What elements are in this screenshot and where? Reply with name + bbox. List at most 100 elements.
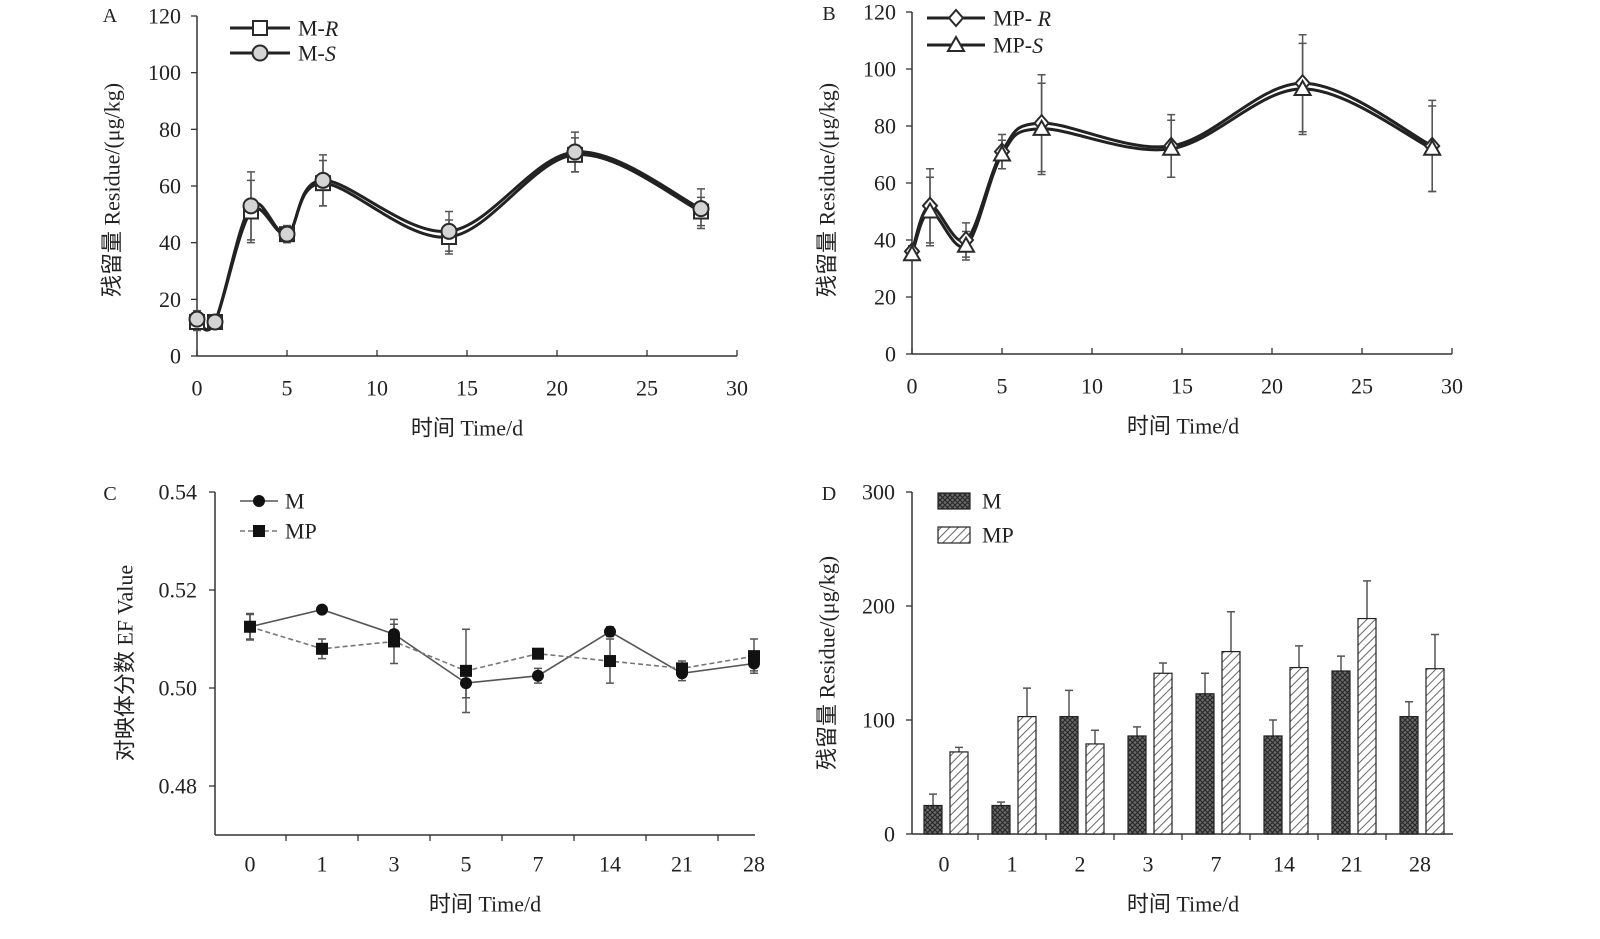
point-mp-s-6	[1292, 78, 1313, 96]
legend: MP- RMP-S	[927, 6, 1052, 58]
x-tick-label: 5	[997, 374, 1008, 399]
error-bars	[929, 580, 1439, 806]
point-mp-s-4	[1031, 118, 1052, 136]
point-mp-s-2	[956, 235, 976, 253]
error-bar-m-7	[1201, 672, 1209, 694]
legend: M MP	[240, 489, 317, 544]
y-tick-label: 300	[862, 480, 895, 505]
x-tick-label: 1	[1007, 852, 1018, 877]
error-bar-m-2	[1065, 689, 1073, 717]
panel-label: D	[822, 483, 836, 505]
point-m-s-0	[188, 310, 206, 328]
bar-mp-3	[1153, 672, 1173, 835]
x-tick-label: 10	[366, 376, 388, 401]
series-line-mp-s	[910, 87, 1433, 255]
y-tick-label: 80	[874, 114, 896, 139]
bar-mp-14	[1289, 666, 1309, 835]
x-tick-label: 3	[389, 852, 400, 877]
y-tick-label: 120	[863, 0, 896, 25]
point-mp-0	[244, 620, 256, 633]
x-axis-label: 时间 Time/d	[429, 892, 541, 917]
series-line-mp	[249, 626, 755, 672]
x-tick-label: 30	[1441, 374, 1463, 399]
error-bar-mp-28	[1431, 633, 1439, 669]
error-bar-mp-7	[1227, 610, 1235, 652]
bar-m-3	[1127, 735, 1147, 835]
legend-item-m: M	[937, 489, 1002, 514]
chart-panel-d: D 0 100 200 300 0 1 2 3 7 14 21 28 时间 Time/d 残留量 Resid…	[815, 480, 1453, 917]
error-bar-m-3	[1133, 726, 1141, 736]
x-tick-label: 28	[743, 852, 765, 877]
x-axis-label: 时间 Time/d	[411, 416, 523, 441]
markers	[188, 143, 710, 331]
point-mp-s-5	[1161, 138, 1181, 156]
x-tick-label: 0	[192, 376, 203, 401]
error-bar-m-0	[929, 793, 937, 806]
error-bar-mp-2	[1091, 729, 1099, 744]
legend-swatch-m	[937, 492, 971, 510]
point-mp-2	[388, 635, 400, 648]
x-tick-label: 5	[282, 376, 293, 401]
x-tick-label: 7	[533, 852, 544, 877]
y-tick-label: 40	[159, 230, 181, 255]
point-mp-s-0	[902, 244, 922, 262]
legend-marker-m	[253, 495, 265, 507]
x-tick-label: 21	[1341, 852, 1363, 877]
legend-marker-mp-s	[946, 34, 966, 52]
error-bar-m-21	[1337, 655, 1345, 671]
y-tick-label: 100	[148, 60, 181, 85]
legend-marker-mp	[253, 525, 265, 537]
legend-item-mp: MP	[240, 519, 317, 544]
y-tick-label: 0	[170, 344, 181, 369]
legend-swatch-mp	[937, 526, 971, 544]
bar-mp-21	[1357, 617, 1377, 835]
point-m-3	[460, 677, 472, 690]
y-axis-label: 残留量 Residue/(μg/kg)	[815, 556, 840, 770]
x-tick-label: 0	[245, 852, 256, 877]
legend: M MP	[937, 489, 1014, 548]
y-tick-label: 120	[148, 4, 181, 29]
x-tick-label: 21	[671, 852, 693, 877]
legend-item-mp: MP	[937, 523, 1014, 548]
bar-mp-28	[1425, 668, 1445, 835]
point-m-s-5	[440, 222, 458, 240]
x-tick-label: 5	[461, 852, 472, 877]
legend-label-mp: MP	[285, 519, 317, 544]
bar-mp-1	[1017, 715, 1037, 835]
error-bar-m-28	[1405, 701, 1413, 717]
x-tick-label: 20	[546, 376, 568, 401]
point-mp-7	[748, 650, 760, 663]
point-m-1	[316, 603, 328, 616]
error-bar-mp-3	[1159, 662, 1167, 674]
bar-mp-7	[1221, 650, 1241, 835]
point-mp-4	[532, 647, 544, 660]
series-line-mp-r	[910, 81, 1433, 252]
error-bar-mp-14	[1295, 645, 1303, 668]
legend-item-mp-s: MP-S	[927, 33, 1043, 58]
point-m-s-3	[278, 225, 296, 243]
x-axis-label: 时间 Time/d	[1127, 414, 1239, 439]
x-tick-label: 15	[456, 376, 478, 401]
legend-label-mp: MP	[982, 523, 1014, 548]
point-m-s-2	[242, 197, 260, 215]
x-tick-label: 30	[726, 376, 748, 401]
series-lines	[249, 608, 755, 684]
point-mp-6	[676, 662, 688, 675]
chart-panel-c: C 0.48 0.50 0.52 0.54 0 1 3 5 7 14 21 28 时间 Time/d 对映体…	[103, 480, 765, 917]
series-line-m	[249, 608, 755, 684]
y-tick-label: 0.52	[159, 578, 198, 603]
bar-m-1	[991, 804, 1011, 835]
x-tick-label: 1	[317, 852, 328, 877]
panel-label: A	[103, 5, 118, 27]
bar-mp-2	[1085, 743, 1105, 835]
error-bars	[246, 606, 758, 714]
x-tick-label: 2	[1075, 852, 1086, 877]
point-mp-s-7	[1422, 138, 1442, 156]
point-mp-s-1	[920, 201, 940, 219]
y-tick-label: 20	[159, 287, 181, 312]
bars	[923, 617, 1445, 835]
legend-marker-m-r	[252, 20, 268, 36]
bar-m-21	[1331, 670, 1351, 835]
point-m-s-4	[314, 171, 332, 189]
x-tick-label: 0	[907, 374, 918, 399]
